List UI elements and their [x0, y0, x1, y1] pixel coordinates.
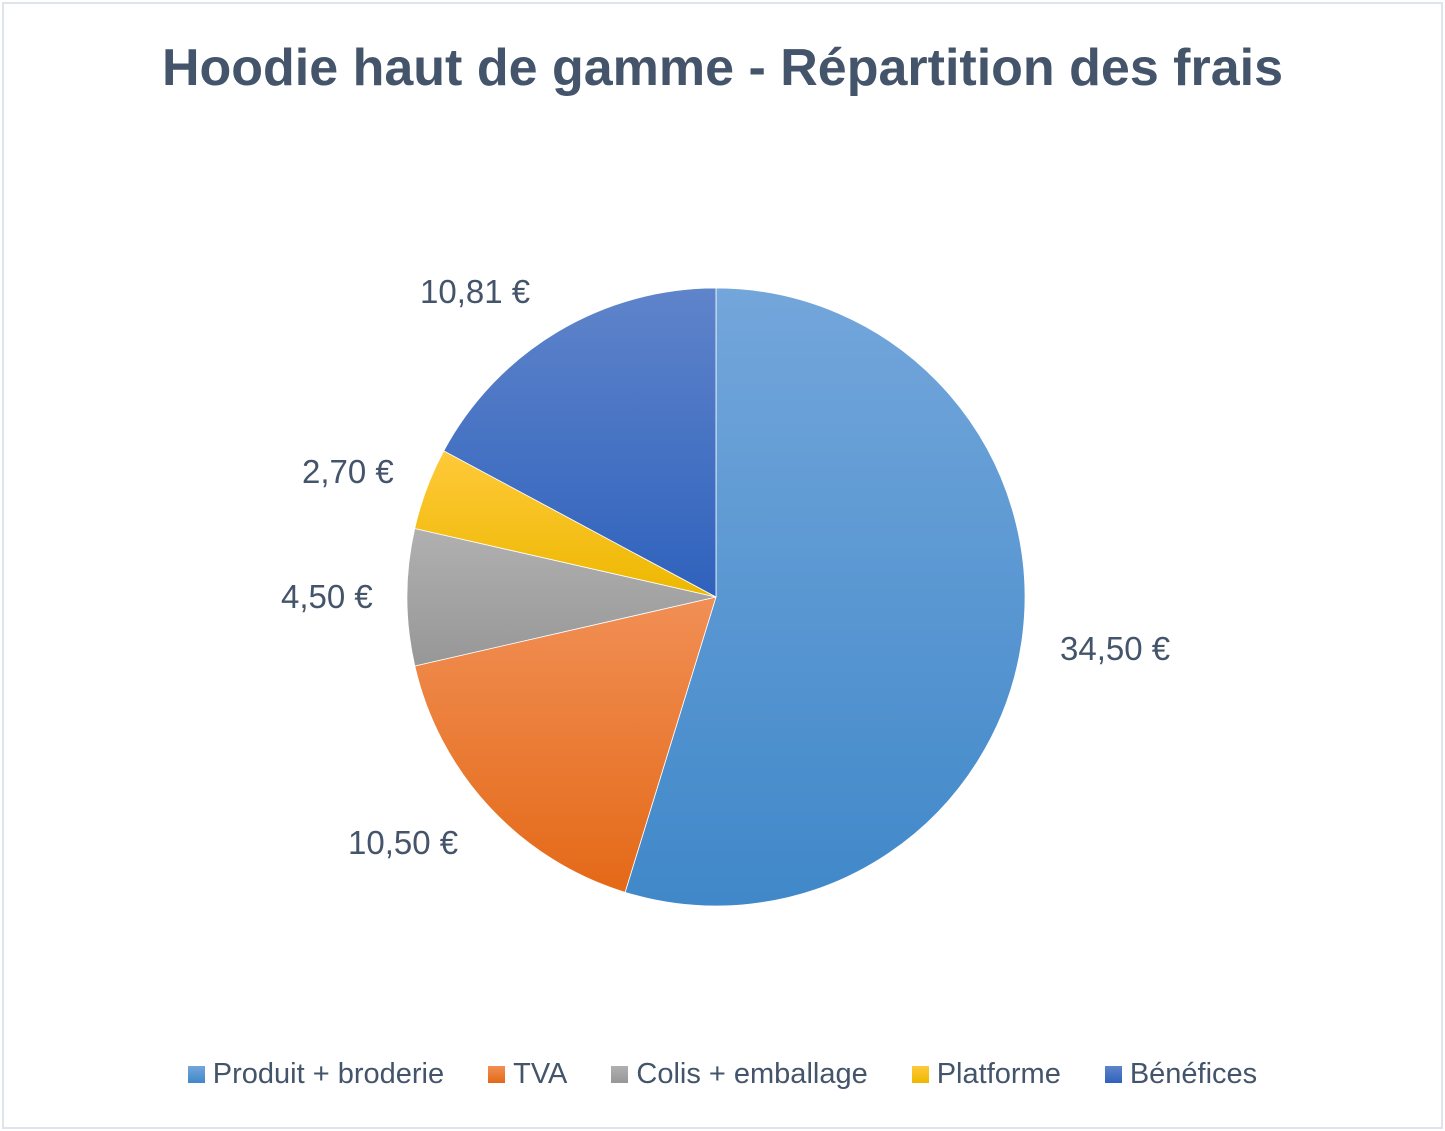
legend-item-tva[interactable]: TVA — [488, 1058, 567, 1091]
legend-item-platforme[interactable]: Platforme — [911, 1058, 1061, 1091]
legend-label: Platforme — [936, 1058, 1061, 1090]
legend-swatch-icon — [611, 1066, 629, 1083]
slice-tva[interactable] — [414, 596, 717, 893]
slice-colis[interactable] — [406, 527, 717, 667]
data-label-platforme: 2,70 € — [302, 453, 394, 490]
legend-swatch-icon — [911, 1066, 929, 1083]
legend-item-benefices[interactable]: Bénéfices — [1104, 1058, 1258, 1091]
legend-swatch-icon — [488, 1066, 506, 1083]
data-label-tva: 10,50 € — [348, 824, 459, 861]
data-label-benefices: 10,81 € — [420, 273, 531, 310]
data-label-produit: 34,50 € — [1060, 630, 1171, 667]
slice-benefices[interactable] — [443, 287, 717, 598]
legend-label: Bénéfices — [1129, 1058, 1258, 1090]
legend-label: TVA — [513, 1058, 568, 1090]
legend-swatch-icon — [187, 1066, 205, 1083]
legend: Produit + broderie TVA Colis + emballage… — [0, 1058, 1445, 1091]
legend-swatch-icon — [1104, 1066, 1122, 1083]
legend-item-produit[interactable]: Produit + broderie — [187, 1058, 445, 1091]
legend-item-colis[interactable]: Colis + emballage — [611, 1058, 868, 1091]
chart-title: Hoodie haut de gamme - Répartition des f… — [161, 39, 1284, 97]
slice-produit[interactable] — [624, 287, 1026, 907]
legend-label: Colis + emballage — [636, 1058, 868, 1090]
data-label-colis: 4,50 € — [281, 578, 373, 615]
legend-label: Produit + broderie — [212, 1058, 445, 1090]
